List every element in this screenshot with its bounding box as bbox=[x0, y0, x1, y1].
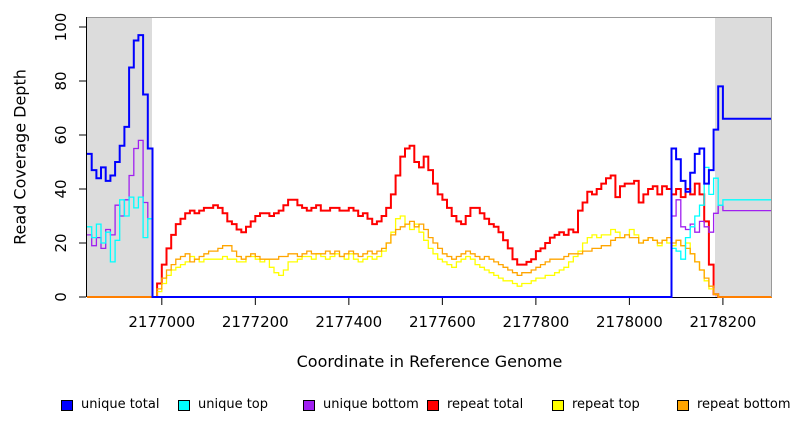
y-axis-title: Read Coverage Depth bbox=[10, 69, 30, 245]
legend-label: unique bottom bbox=[323, 397, 419, 412]
legend-item-repeat-bottom: repeat bottom bbox=[677, 398, 791, 412]
series-unique-bottom bbox=[87, 139, 772, 298]
series-repeat-bottom bbox=[87, 220, 772, 298]
y-tick-label: 60 bbox=[52, 125, 70, 144]
x-tick-label: 2178000 bbox=[596, 313, 663, 331]
x-tick-label: 2177200 bbox=[222, 313, 289, 331]
coverage-chart: 0 20 40 60 80 100 2177000 2177200 2177400 2177600… bbox=[52, 13, 772, 331]
legend-item-repeat-top: repeat top bbox=[552, 398, 640, 412]
x-tick-label: 2177600 bbox=[409, 313, 476, 331]
series-unique-total bbox=[87, 34, 772, 298]
series-curves bbox=[87, 34, 772, 298]
legend-item-unique-top: unique top bbox=[178, 398, 268, 412]
legend-swatch-unique-top-icon bbox=[178, 399, 190, 411]
axis-ticks: 0 20 40 60 80 100 2177000 2177200 2177400 2177600… bbox=[52, 13, 756, 331]
legend-item-unique-bottom: unique bottom bbox=[303, 398, 419, 412]
legend-label: repeat bottom bbox=[697, 397, 791, 412]
legend-item-repeat-total: repeat total bbox=[427, 398, 523, 412]
legend-swatch-unique-total-icon bbox=[61, 399, 73, 411]
y-tick-label: 20 bbox=[52, 233, 70, 252]
legend-swatch-unique-bottom-icon bbox=[303, 399, 315, 411]
legend-swatch-repeat-total-icon bbox=[427, 399, 439, 411]
legend-swatch-repeat-bottom-icon bbox=[677, 399, 689, 411]
legend-label: repeat total bbox=[447, 397, 524, 412]
legend-swatch-repeat-top-icon bbox=[552, 399, 564, 411]
y-tick-label: 80 bbox=[52, 71, 70, 90]
x-tick-label: 2178200 bbox=[689, 313, 756, 331]
series-repeat-total bbox=[87, 144, 772, 298]
x-tick-label: 2177400 bbox=[315, 313, 382, 331]
legend-label: unique top bbox=[198, 397, 269, 412]
x-axis-title: Coordinate in Reference Genome bbox=[296, 352, 563, 371]
y-tick-label: 0 bbox=[52, 292, 70, 302]
y-tick-label: 40 bbox=[52, 179, 70, 198]
y-tick-label: 100 bbox=[52, 13, 70, 42]
shaded-regions bbox=[87, 17, 772, 297]
chart-legend: unique total unique top unique bottom re… bbox=[0, 398, 792, 414]
legend-label: repeat top bbox=[572, 397, 640, 412]
x-tick-label: 2177800 bbox=[502, 313, 569, 331]
legend-label: unique total bbox=[81, 397, 160, 412]
series-unique-top bbox=[87, 166, 772, 298]
legend-item-unique-total: unique total bbox=[61, 398, 159, 412]
x-tick-label: 2177000 bbox=[128, 313, 195, 331]
